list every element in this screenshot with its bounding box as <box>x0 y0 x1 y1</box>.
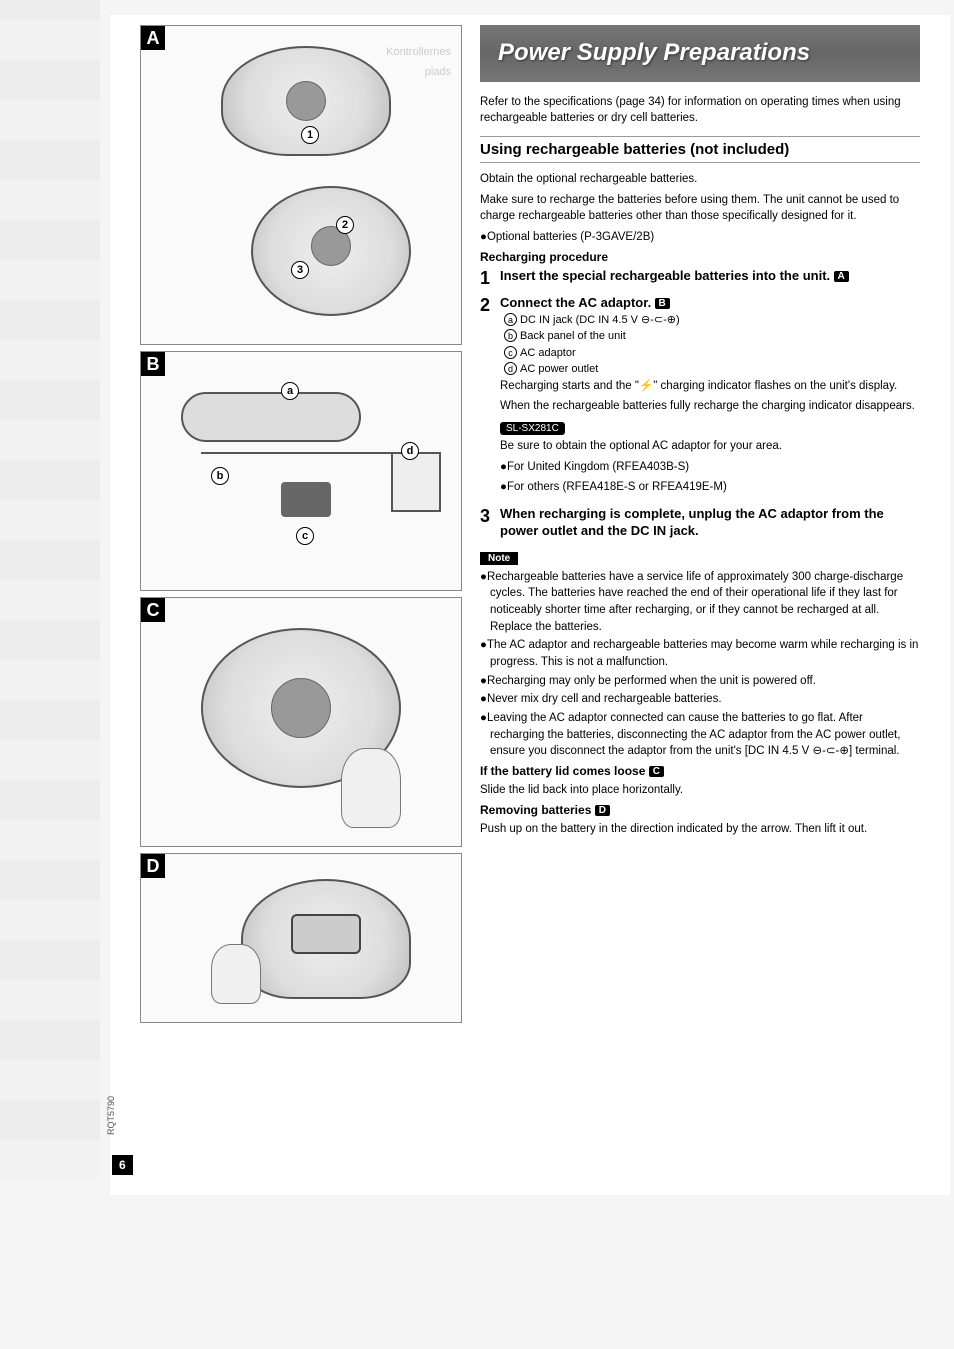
callout-2: 2 <box>336 216 354 234</box>
step-2-sub-a: aDC IN jack (DC IN 4.5 V ⊖-⊂-⊕) <box>500 312 920 329</box>
step-1-title: Insert the special rechargeable batterie… <box>500 268 830 283</box>
page-title: Power Supply Preparations <box>480 25 920 82</box>
panel-label-d: D <box>141 854 165 878</box>
page-number: 6 <box>112 1155 133 1175</box>
note-3: ●Recharging may only be performed when t… <box>480 673 920 690</box>
intro-text: Refer to the specifications (page 34) fo… <box>480 94 920 126</box>
panel-label-b: B <box>141 352 165 376</box>
para-optional: ●Optional batteries (P-3GAVE/2B) <box>480 229 920 246</box>
figure-column: A 1 2 3 Kontrollernes plads B a b c <box>110 15 470 1195</box>
panel-label-c: C <box>141 598 165 622</box>
step-3: 3 When recharging is complete, unplug th… <box>480 506 920 540</box>
figure-panel-c: C <box>140 597 462 847</box>
text-column: Power Supply Preparations Refer to the s… <box>470 15 950 1195</box>
lid-heading: If the battery lid comes loose C <box>480 764 920 778</box>
step-1-num: 1 <box>480 268 500 289</box>
step-2-ref: B <box>655 298 670 309</box>
step-1: 1 Insert the special rechargeable batter… <box>480 268 920 289</box>
section-heading: Using rechargeable batteries (not includ… <box>480 136 920 163</box>
lid-text: Slide the lid back into place horizontal… <box>480 782 920 799</box>
step-2-sub-c: cAC adaptor <box>500 345 920 362</box>
step-2-after2: When the rechargeable batteries fully re… <box>500 398 920 415</box>
note-2: ●The AC adaptor and rechargeable batteri… <box>480 637 920 670</box>
step-2-after1: Recharging starts and the "⚡" charging i… <box>500 378 920 395</box>
step-2-title: Connect the AC adaptor. <box>500 295 651 310</box>
recharge-subheading: Recharging procedure <box>480 250 920 264</box>
figure-panel-b: B a b c d <box>140 351 462 591</box>
lid-ref: C <box>649 766 664 777</box>
callout-a: a <box>281 382 299 400</box>
step-2-after5: ●For others (RFEA418E-S or RFEA419E-M) <box>500 479 920 496</box>
model-badge: SL-SX281C <box>500 422 565 435</box>
callout-b: b <box>211 467 229 485</box>
figure-panel-d: D <box>140 853 462 1023</box>
note-5: ●Leaving the AC adaptor connected can ca… <box>480 710 920 760</box>
remove-ref: D <box>595 805 610 816</box>
note-4: ●Never mix dry cell and rechargeable bat… <box>480 691 920 708</box>
callout-1: 1 <box>301 126 319 144</box>
para-obtain: Obtain the optional rechargeable batteri… <box>480 171 920 188</box>
step-2-after4: ●For United Kingdom (RFEA403B-S) <box>500 459 920 476</box>
callout-3: 3 <box>291 261 309 279</box>
step-2: 2 Connect the AC adaptor. B aDC IN jack … <box>480 295 920 500</box>
step-1-ref: A <box>834 271 849 282</box>
figure-panel-a: A 1 2 3 Kontrollernes plads <box>140 25 462 345</box>
remove-text: Push up on the battery in the direction … <box>480 821 920 838</box>
step-3-num: 3 <box>480 506 500 540</box>
note-1: ●Rechargeable batteries have a service l… <box>480 569 920 636</box>
step-2-after3: Be sure to obtain the optional AC adapto… <box>500 438 920 455</box>
step-2-sub-b: bBack panel of the unit <box>500 328 920 345</box>
para-makesure: Make sure to recharge the batteries befo… <box>480 192 920 225</box>
model-code: RQT5790 <box>106 1096 116 1135</box>
panel-label-a: A <box>141 26 165 50</box>
step-2-num: 2 <box>480 295 500 500</box>
remove-heading: Removing batteries D <box>480 803 920 817</box>
callout-c: c <box>296 527 314 545</box>
note-label: Note <box>480 552 518 565</box>
step-3-title: When recharging is complete, unplug the … <box>500 506 884 538</box>
step-2-sub-d: dAC power outlet <box>500 361 920 378</box>
callout-d: d <box>401 442 419 460</box>
